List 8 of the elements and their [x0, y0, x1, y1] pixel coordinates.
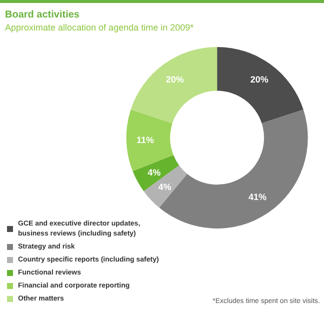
chart-title: Board activities	[5, 10, 80, 20]
data-label: 4%	[158, 182, 172, 192]
data-label: 11%	[136, 134, 154, 145]
data-label: 4%	[148, 167, 161, 178]
data-label: 41%	[248, 192, 266, 202]
data-label: 20%	[250, 74, 268, 85]
chart-subtitle: Approximate allocation of agenda time in 2009*	[5, 22, 194, 32]
data-label: 20%	[166, 74, 184, 85]
